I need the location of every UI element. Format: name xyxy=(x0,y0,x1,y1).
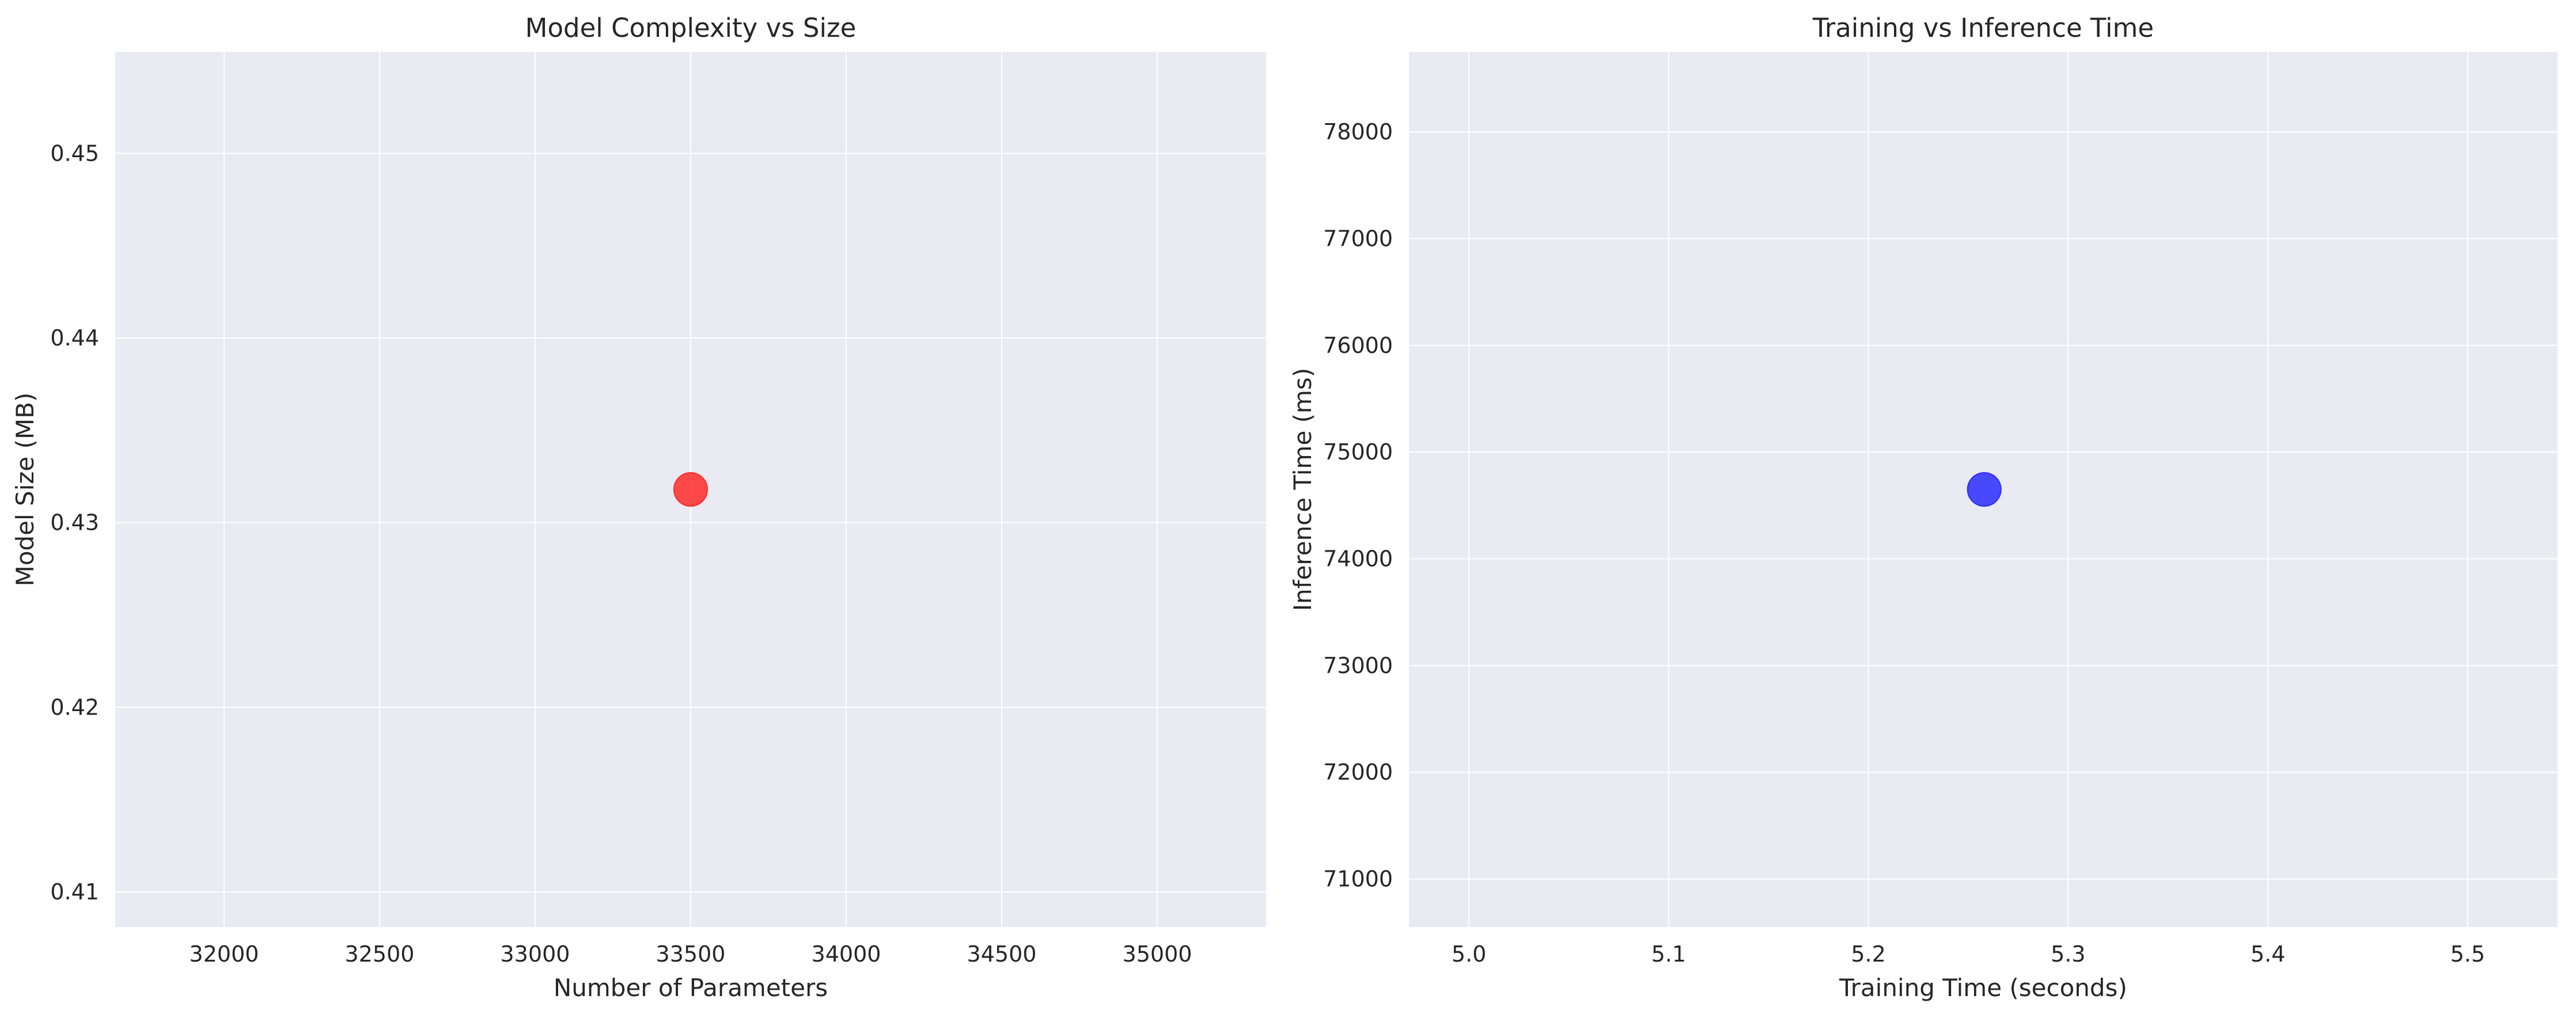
x-axis-label: Training Time (seconds) xyxy=(1839,974,2127,1002)
x-tick-label: 5.2 xyxy=(1851,941,1885,967)
x-tick-label: 35000 xyxy=(1123,941,1192,967)
chart-title: Training vs Inference Time xyxy=(1812,13,2154,43)
y-tick-label: 0.42 xyxy=(50,694,99,720)
y-tick-label: 72000 xyxy=(1323,759,1393,785)
x-tick-label: 5.0 xyxy=(1452,941,1486,967)
y-tick-label: 75000 xyxy=(1323,439,1393,465)
x-tick-label: 33000 xyxy=(501,941,570,967)
y-axis-label: Model Size (MB) xyxy=(11,393,39,587)
y-tick-label: 74000 xyxy=(1323,546,1393,571)
y-tick-label: 78000 xyxy=(1323,119,1393,145)
x-tick-label: 34500 xyxy=(967,941,1037,967)
x-axis-label: Number of Parameters xyxy=(554,974,828,1002)
x-tick-label: 5.1 xyxy=(1651,941,1686,967)
data-points xyxy=(673,472,708,507)
x-tick-label: 5.5 xyxy=(2450,941,2485,967)
x-tick-label: 32500 xyxy=(345,941,415,967)
data-points xyxy=(1967,472,2002,507)
y-tick-label: 0.43 xyxy=(50,510,99,535)
panel-model-complexity: 32000 32500 33000 33500 34000 34500 35000 0.41 0… xyxy=(11,13,1266,1002)
x-tick-label: 5.4 xyxy=(2251,941,2285,967)
x-tick-label: 34000 xyxy=(812,941,881,967)
y-tick-label: 71000 xyxy=(1323,867,1393,892)
chart-title: Model Complexity vs Size xyxy=(525,13,857,43)
x-tick-label: 33500 xyxy=(656,941,726,967)
x-tick-label: 32000 xyxy=(190,941,259,967)
x-tick-label: 5.3 xyxy=(2051,941,2085,967)
panel-training-inference: 5.0 5.1 5.2 5.3 5.4 5.5 71000 72000 73000 74000 75… xyxy=(1289,13,2558,1002)
y-tick-label: 0.41 xyxy=(50,879,99,905)
grid-lines xyxy=(115,52,1266,927)
scatter-point xyxy=(673,472,708,507)
y-axis-label: Inference Time (ms) xyxy=(1289,368,1317,611)
y-tick-label: 0.44 xyxy=(50,325,99,351)
tick-labels: 5.0 5.1 5.2 5.3 5.4 5.5 71000 72000 73000 74000 75… xyxy=(1323,119,2485,967)
y-tick-label: 73000 xyxy=(1323,653,1393,678)
y-tick-label: 76000 xyxy=(1323,333,1393,358)
y-tick-label: 0.45 xyxy=(50,140,99,166)
grid-lines xyxy=(1409,52,2558,927)
tick-labels: 32000 32500 33000 33500 34000 34500 35000 0.41 0… xyxy=(50,140,1192,967)
scatter-point xyxy=(1967,472,2002,507)
y-tick-label: 77000 xyxy=(1323,226,1393,251)
